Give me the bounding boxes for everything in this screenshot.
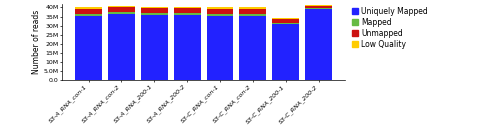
Bar — [305, 6, 332, 8]
Bar — [174, 15, 201, 80]
Bar — [174, 13, 201, 15]
Bar — [206, 16, 233, 80]
Bar — [75, 16, 102, 80]
Bar — [108, 12, 135, 14]
Bar — [141, 7, 168, 8]
Bar — [240, 14, 266, 16]
Legend: Uniquely Mapped, Mapped, Unmapped, Low Quality: Uniquely Mapped, Mapped, Unmapped, Low Q… — [352, 6, 429, 49]
Bar — [174, 7, 201, 8]
Bar — [206, 7, 233, 9]
Bar — [240, 9, 266, 14]
Bar — [75, 14, 102, 16]
Bar — [272, 24, 299, 80]
Bar — [272, 19, 299, 23]
Bar — [141, 8, 168, 13]
Bar — [141, 15, 168, 80]
Bar — [108, 6, 135, 7]
Bar — [305, 8, 332, 9]
Y-axis label: Number of reads: Number of reads — [32, 10, 41, 74]
Bar — [75, 9, 102, 14]
Bar — [272, 23, 299, 24]
Bar — [240, 16, 266, 80]
Bar — [174, 8, 201, 13]
Bar — [206, 14, 233, 16]
Bar — [141, 13, 168, 15]
Bar — [305, 5, 332, 6]
Bar — [240, 7, 266, 9]
Bar — [206, 9, 233, 14]
Bar — [272, 18, 299, 19]
Bar — [305, 9, 332, 80]
Bar — [108, 7, 135, 12]
Bar — [108, 14, 135, 80]
Bar — [75, 7, 102, 9]
